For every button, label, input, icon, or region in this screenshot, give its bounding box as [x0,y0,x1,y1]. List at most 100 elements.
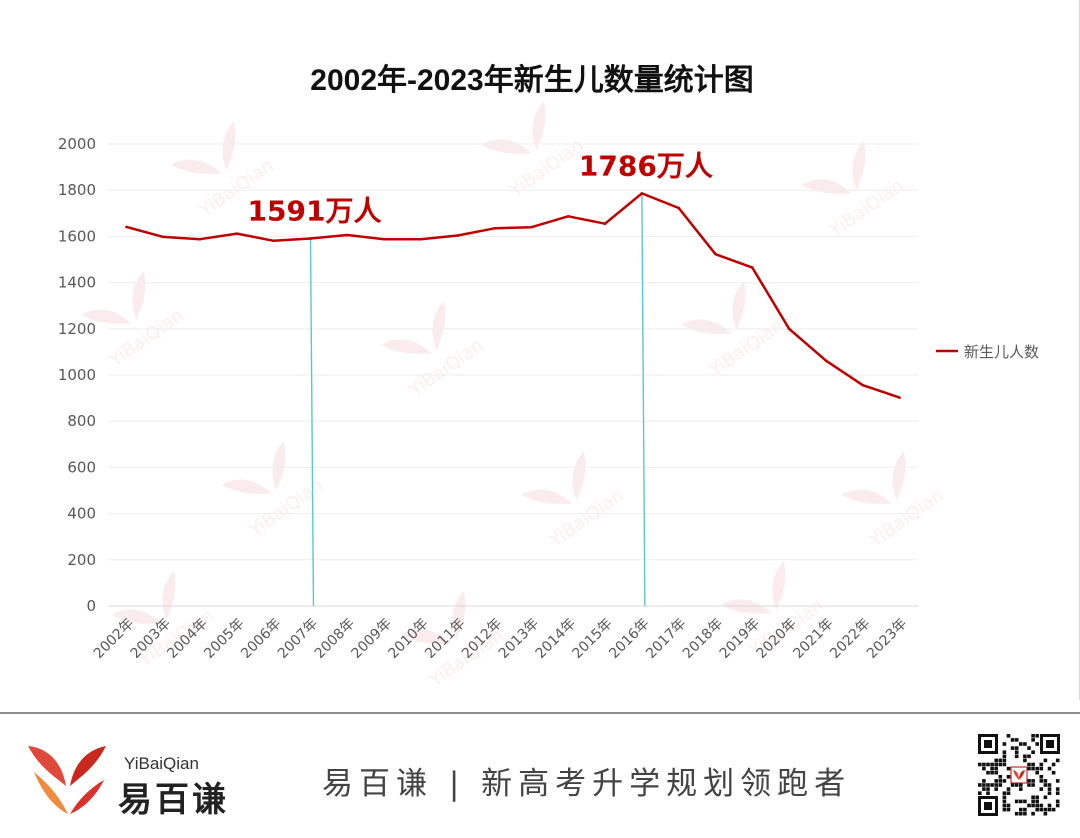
qr-module [1035,795,1039,800]
data-point [382,237,386,241]
qr-module [1010,738,1015,742]
qr-module [1002,750,1007,754]
watermark-logo-icon [841,489,892,504]
watermark-logo-icon [432,301,446,351]
qr-module [1019,799,1023,804]
data-point [751,266,754,269]
annotation-labels: 1591万人 1786万人 [248,149,713,227]
watermark-logo-icon [892,451,906,501]
qr-module [1055,779,1060,783]
x-tick-label: 2009年 [349,616,395,662]
data-point [198,237,202,241]
qr-module [994,783,998,787]
x-tick-label: 2023年 [864,616,910,662]
qr-module [1031,803,1035,808]
qr-module [1047,791,1052,795]
qr-module [1039,766,1044,771]
watermark-logo-icon [452,591,466,641]
qr-module [998,779,1003,783]
qr-module [1035,742,1039,746]
qr-module [1006,787,1011,791]
qr-module [1019,742,1023,746]
qr-module [1043,811,1048,816]
qr-module [1006,734,1011,738]
data-point [714,252,717,256]
qr-module [986,791,990,795]
qr-module [1031,734,1035,738]
qr-center-logo-icon [1019,770,1025,780]
y-tick-label: 0 [86,597,96,615]
annotation-label: 1591万人 [248,194,382,227]
y-tick-label: 1400 [58,274,96,292]
y-tick-label: 400 [67,505,96,523]
qr-module [1006,775,1011,779]
qr-module [994,766,998,771]
watermark-logo-icon [572,451,586,501]
qr-module [982,766,986,771]
data-point [493,227,496,230]
qr-module [1047,783,1052,787]
qr-module [1002,791,1007,795]
qr-module [1002,803,1007,808]
watermark-logo-icon [521,489,572,504]
watermark-logo-icon [801,179,852,194]
x-tick-label: 2007年 [275,616,321,662]
qr-module [990,783,994,787]
qr-module [1031,811,1035,816]
qr-module [982,762,986,767]
qr-module [1019,787,1023,791]
qr-center-logo [1010,766,1028,784]
watermark-logo-icon [272,441,286,491]
watermark-logo-icon [221,479,272,494]
qr-module [1019,811,1023,816]
qr-module [1043,807,1048,812]
watermark-mark: YiBaiQian [221,441,328,542]
y-tick-label: 200 [67,551,96,569]
watermark-logo-icon [721,599,772,614]
qr-center-logo-icon [1013,770,1019,780]
watermark-logo-icon [852,141,866,191]
data-point [861,383,865,387]
watermark-logo-icon [732,281,746,331]
chart-legend: 新生儿人数 [936,343,1039,361]
x-tick-label: 2016年 [606,616,652,662]
qr-module [990,770,994,775]
annotation-label: 1786万人 [579,149,713,182]
watermark-logo-icon [772,561,786,611]
qr-module [1047,787,1052,791]
qr-module [1027,779,1031,783]
qr-module [986,787,990,791]
qr-module [1002,754,1007,759]
legend-label: 新生儿人数 [964,343,1039,361]
qr-module [1019,783,1023,787]
qr-module [1043,795,1048,800]
qr-module [1006,766,1011,771]
qr-module [1006,803,1011,808]
watermark-logo-icon [681,319,732,334]
qr-module [982,779,986,783]
data-point [235,232,239,235]
qr-module [978,762,982,767]
qr-module [1039,779,1044,783]
qr-module [1055,787,1060,791]
brand-slogan: 易百谦 | 新高考升学规划领跑者 [322,766,852,802]
qr-finder-core [1046,740,1054,748]
x-tick-label: 2018年 [680,616,726,662]
qr-module [1023,742,1027,746]
watermark-logo-icon [222,121,236,171]
qr-module [1027,754,1031,759]
qr-module [1039,807,1044,812]
qr-module [1023,754,1027,759]
qr-module [1043,783,1048,787]
x-tick-label: 2006年 [238,616,284,662]
qr-module [1051,762,1056,767]
watermark-logo-icon [381,339,432,354]
watermark-mark: YiBaiQian [381,301,488,402]
qr-module [1039,787,1044,791]
brand-name-cn: 易百谦 [118,780,229,820]
qr-module [998,758,1003,763]
footer: YiBaiQian 易百谦 易百谦 | 新高考升学规划领跑者 [0,714,1080,838]
annotation-marker-line [641,193,646,607]
